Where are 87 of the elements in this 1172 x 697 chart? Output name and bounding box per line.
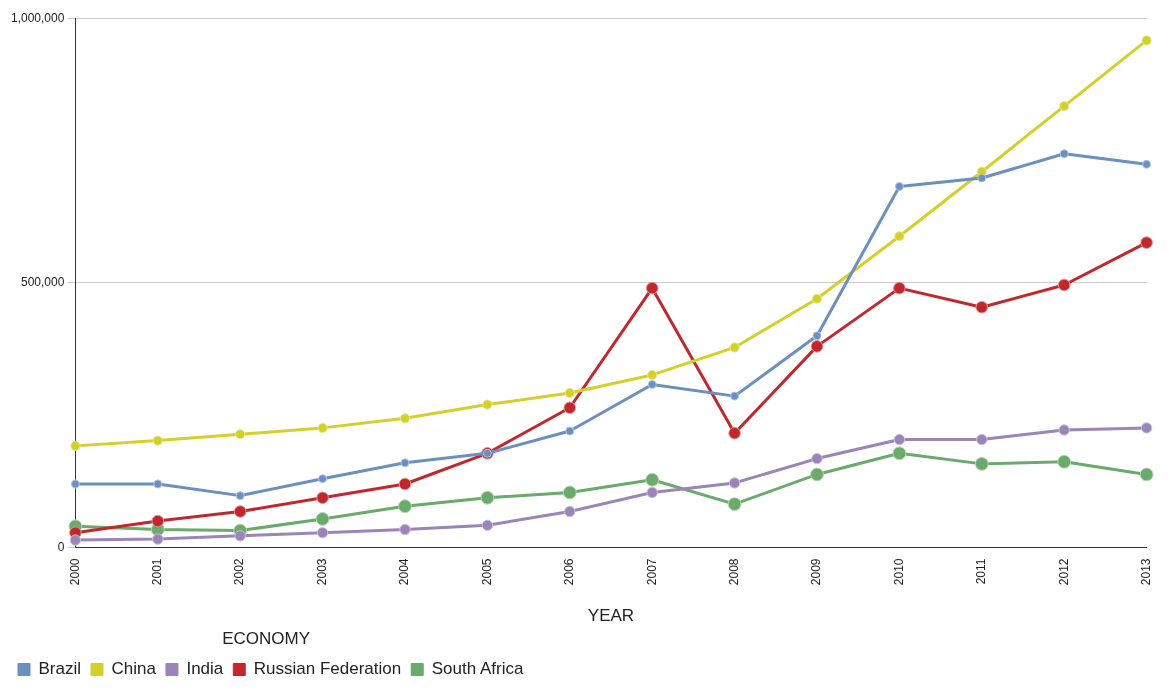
point	[234, 530, 246, 542]
point	[1058, 424, 1070, 436]
point	[810, 467, 824, 482]
x-tick-label: 2010	[891, 558, 906, 586]
point	[1059, 149, 1069, 159]
point	[70, 440, 81, 451]
legend-label: Brazil	[38, 659, 82, 679]
legend-label: Russian Federation	[253, 659, 402, 679]
point	[562, 485, 577, 500]
point	[564, 387, 575, 399]
point	[1057, 278, 1071, 292]
point	[317, 422, 328, 433]
point	[977, 173, 987, 183]
point	[730, 391, 740, 401]
point	[233, 505, 247, 518]
point	[894, 182, 904, 192]
point	[645, 281, 659, 295]
point	[811, 452, 823, 465]
x-tick-label: 2000	[67, 558, 82, 586]
point	[316, 491, 329, 505]
point	[316, 526, 329, 539]
legend-label: China	[111, 659, 157, 679]
point	[1140, 422, 1153, 434]
point	[399, 413, 411, 424]
x-tick-label: 2001	[150, 558, 165, 586]
point	[481, 519, 494, 531]
x-tick-label: 2006	[562, 558, 577, 586]
point	[480, 490, 495, 505]
point	[728, 477, 741, 489]
x-tick-label: 2002	[232, 558, 247, 586]
point	[974, 456, 989, 471]
legend-title: ECONOMY	[222, 628, 311, 648]
x-tick-label: 2008	[726, 558, 741, 586]
point	[1141, 35, 1152, 46]
x-tick-label: 2007	[644, 558, 659, 586]
point	[646, 486, 658, 499]
point	[1142, 159, 1152, 169]
point	[1059, 100, 1070, 112]
point	[235, 429, 246, 440]
point	[70, 479, 80, 489]
point	[1140, 236, 1153, 249]
point	[482, 399, 493, 410]
y-tick-label: 0	[57, 539, 65, 554]
point	[152, 533, 164, 545]
legend-label: India	[186, 659, 224, 679]
point	[398, 477, 412, 491]
point	[315, 512, 330, 526]
point	[398, 499, 412, 514]
point	[729, 342, 740, 353]
point	[564, 505, 576, 518]
point	[810, 340, 824, 353]
point	[1057, 454, 1072, 469]
point	[893, 433, 906, 446]
point	[727, 497, 742, 511]
y-tick-label: 1,000,000	[10, 10, 65, 25]
x-tick-label: 2012	[1056, 558, 1071, 586]
x-tick-label: 2013	[1138, 558, 1153, 586]
point	[894, 231, 905, 242]
point	[565, 426, 575, 436]
point	[235, 491, 245, 501]
point	[892, 446, 907, 461]
point	[153, 479, 163, 489]
point	[893, 281, 906, 295]
point	[975, 300, 989, 314]
point	[728, 426, 741, 440]
point	[647, 379, 657, 389]
x-tick-label: 2009	[809, 558, 824, 586]
point	[976, 433, 988, 446]
point	[69, 534, 82, 546]
x-tick-label: 2005	[479, 558, 494, 586]
point	[318, 474, 328, 484]
point	[1139, 467, 1154, 482]
point	[812, 331, 822, 341]
point	[400, 458, 410, 468]
x-tick-label: 2011	[974, 558, 989, 585]
legend-label: South Africa	[431, 659, 524, 679]
point	[151, 514, 165, 528]
point	[811, 293, 823, 304]
y-tick-label: 500,000	[20, 275, 65, 290]
point	[563, 401, 577, 415]
point	[645, 472, 660, 487]
point	[647, 369, 658, 381]
x-tick-label: 2004	[397, 558, 412, 586]
point	[152, 435, 163, 446]
point	[399, 523, 411, 536]
x-tick-label: 2003	[314, 558, 329, 586]
x-axis-title: YEAR	[587, 606, 635, 626]
